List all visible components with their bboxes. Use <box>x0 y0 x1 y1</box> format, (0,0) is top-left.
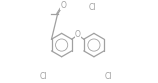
Text: Cl: Cl <box>88 3 96 12</box>
Text: Cl: Cl <box>105 72 113 81</box>
Text: O: O <box>60 1 66 10</box>
Text: Cl: Cl <box>39 72 47 81</box>
Text: O: O <box>75 30 81 39</box>
